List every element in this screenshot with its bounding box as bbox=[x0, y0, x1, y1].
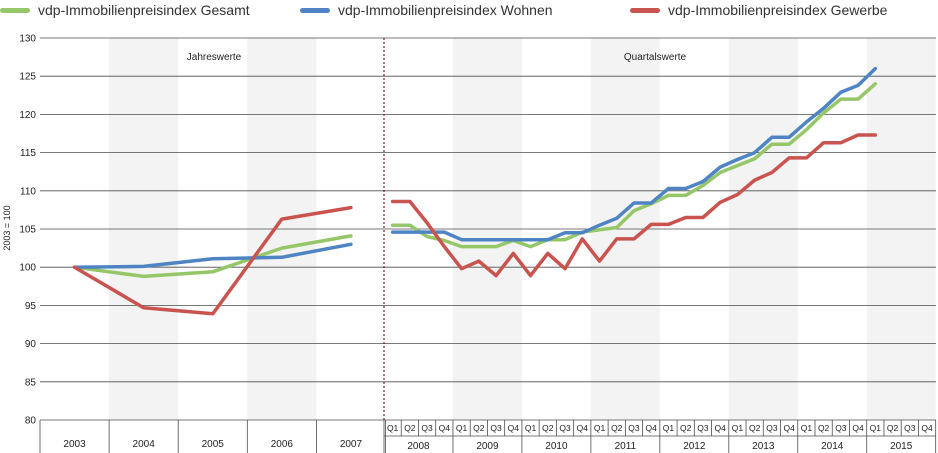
x-quarter-label: Q4 bbox=[508, 423, 520, 433]
legend-item-wohnen: vdp-Immobilienpreisindex Wohnen bbox=[300, 1, 553, 19]
x-quarter-label: Q1 bbox=[663, 423, 675, 433]
x-quarter-label: Q2 bbox=[473, 423, 485, 433]
x-year-label: 2005 bbox=[202, 439, 225, 450]
x-year-label: 2015 bbox=[890, 441, 913, 452]
legend-label-wohnen: vdp-Immobilienpreisindex Wohnen bbox=[338, 2, 553, 18]
series-lines bbox=[72, 66, 878, 316]
legend-swatch-gewerbe bbox=[630, 7, 660, 13]
series-line-gewerbe-quarterly bbox=[390, 133, 878, 278]
x-year-label: 2010 bbox=[545, 441, 568, 452]
x-quarter-label: Q3 bbox=[628, 423, 640, 433]
y-tick-label: 85 bbox=[25, 377, 37, 388]
x-quarter-label: Q4 bbox=[646, 423, 658, 433]
x-quarter-label: Q2 bbox=[680, 423, 692, 433]
legend-item-gesamt: vdp-Immobilienpreisindex Gesamt bbox=[0, 1, 250, 19]
x-quarter-label: Q1 bbox=[387, 423, 399, 433]
x-quarter-label: Q4 bbox=[783, 423, 795, 433]
y-tick-label: 120 bbox=[19, 110, 36, 121]
y-tick-label: 80 bbox=[25, 416, 37, 427]
legend-label-gewerbe: vdp-Immobilienpreisindex Gewerbe bbox=[668, 2, 888, 18]
x-quarter-label: Q1 bbox=[594, 423, 606, 433]
y-tick-label: 125 bbox=[19, 72, 36, 83]
x-quarter-label: Q4 bbox=[577, 423, 589, 433]
axes: 2003 2004 2005 2006 2007 Q1 Q2 Q3 Q4 Q1 Q2 Q3 Q4 Q1 Q2… bbox=[39, 420, 937, 453]
x-year-label: 2013 bbox=[752, 441, 775, 452]
x-quarter-label: Q4 bbox=[439, 423, 451, 433]
x-year-label: 2003 bbox=[63, 439, 86, 450]
x-quarter-label: Q2 bbox=[404, 423, 416, 433]
y-tick-label: 115 bbox=[20, 148, 36, 159]
x-quarter-label: Q3 bbox=[490, 423, 502, 433]
series-line-wohnen-annual bbox=[72, 242, 353, 269]
x-quarter-label: Q2 bbox=[818, 423, 830, 433]
x-quarter-label: Q3 bbox=[421, 423, 433, 433]
series-line-gesamt-annual bbox=[72, 234, 353, 279]
legend-swatch-gesamt bbox=[0, 7, 30, 13]
legend-item-gewerbe: vdp-Immobilienpreisindex Gewerbe bbox=[630, 1, 887, 19]
x-year-label: 2008 bbox=[407, 441, 430, 452]
gridlines: 80 85 90 95 100 105 110 115 120 125 130 bbox=[19, 34, 936, 427]
y-tick-label: 90 bbox=[25, 339, 37, 350]
x-quarter-label: Q1 bbox=[456, 423, 468, 433]
x-quarter-label: Q2 bbox=[611, 423, 623, 433]
x-quarter-label: Q4 bbox=[921, 423, 933, 433]
chart-labels: Jahreswerte Quartalswerte 2003 = 100 bbox=[2, 52, 687, 251]
x-quarter-label: Q1 bbox=[732, 423, 744, 433]
x-quarter-label: Q3 bbox=[559, 423, 571, 433]
x-quarter-label: Q3 bbox=[904, 423, 916, 433]
x-quarter-label: Q1 bbox=[525, 423, 537, 433]
x-quarter-label: Q3 bbox=[835, 423, 847, 433]
series-line-wohnen-quarterly bbox=[390, 66, 878, 242]
x-quarter-label: Q2 bbox=[749, 423, 761, 433]
x-quarter-label: Q4 bbox=[852, 423, 864, 433]
series-line-gewerbe-annual bbox=[72, 205, 353, 316]
section-label-annual: Jahreswerte bbox=[187, 52, 242, 63]
y-axis-label: 2003 = 100 bbox=[2, 205, 12, 250]
x-year-label: 2009 bbox=[476, 441, 499, 452]
y-tick-label: 110 bbox=[20, 186, 36, 197]
x-year-label: 2007 bbox=[340, 439, 363, 450]
x-year-label: 2012 bbox=[683, 441, 706, 452]
x-quarter-label: Q3 bbox=[697, 423, 709, 433]
y-tick-label: 105 bbox=[19, 225, 36, 236]
legend-swatch-wohnen bbox=[300, 7, 330, 13]
x-year-label: 2006 bbox=[271, 439, 294, 450]
y-tick-label: 95 bbox=[25, 301, 37, 312]
x-year-label: 2004 bbox=[133, 439, 156, 450]
x-quarter-label: Q4 bbox=[715, 423, 727, 433]
chart-legend: vdp-Immobilienpreisindex Gesamt vdp-Immo… bbox=[0, 0, 938, 22]
series-line-gesamt-quarterly bbox=[390, 82, 878, 249]
x-quarter-label: Q1 bbox=[801, 423, 813, 433]
legend-label-gesamt: vdp-Immobilienpreisindex Gesamt bbox=[38, 2, 250, 18]
x-quarter-label: Q2 bbox=[542, 423, 554, 433]
section-label-quarterly: Quartalswerte bbox=[624, 52, 687, 63]
x-quarter-label: Q1 bbox=[870, 423, 882, 433]
x-year-label: 2011 bbox=[615, 441, 637, 452]
y-tick-label: 100 bbox=[19, 263, 36, 274]
x-quarter-label: Q2 bbox=[887, 423, 899, 433]
x-year-label: 2014 bbox=[821, 441, 844, 452]
y-tick-label: 130 bbox=[19, 34, 36, 45]
x-quarter-label: Q3 bbox=[766, 423, 778, 433]
